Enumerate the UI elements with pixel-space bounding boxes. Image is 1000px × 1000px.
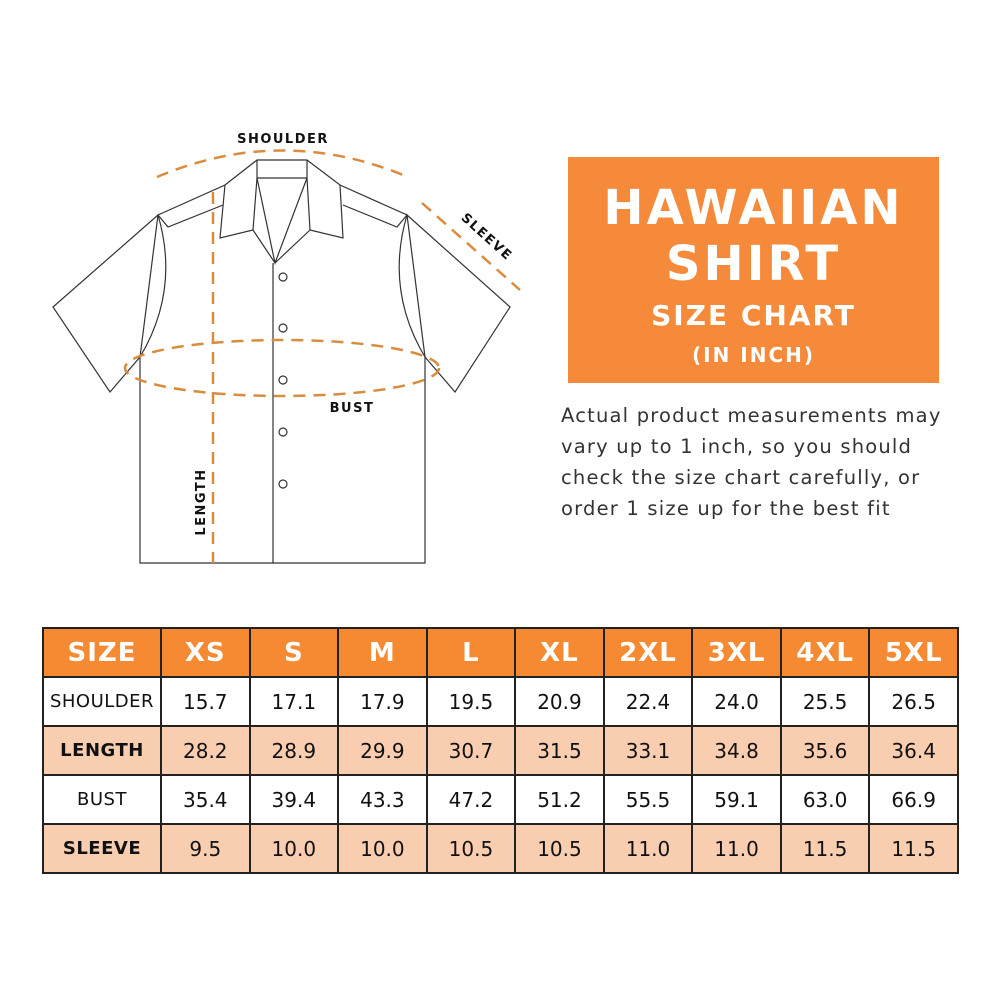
table-cell: 35.6 <box>779 725 871 776</box>
title-banner: HAWAIIAN SHIRT SIZE CHART (IN INCH) <box>568 157 939 383</box>
table-cell: 10.0 <box>248 823 340 874</box>
table-cell: 17.9 <box>337 676 428 727</box>
table-cell: 30.7 <box>425 725 517 776</box>
table-cell: 34.8 <box>691 725 782 776</box>
table-cell: 33.1 <box>602 725 694 776</box>
bust-label: BUST <box>330 401 375 416</box>
table-cell: 11.5 <box>779 823 871 874</box>
length-label: LENGTH <box>194 468 209 535</box>
row-label: SLEEVE <box>42 823 162 874</box>
table-cell: 66.9 <box>868 774 959 825</box>
row-label: LENGTH <box>42 725 162 776</box>
shoulder-label: SHOULDER <box>237 132 329 147</box>
table-cell: 19.5 <box>425 676 517 727</box>
title-unit: (IN INCH) <box>691 343 816 367</box>
table-cell: 55.5 <box>602 774 694 825</box>
table-cell: 9.5 <box>160 823 251 874</box>
table-cell: 29.9 <box>337 725 428 776</box>
button-icon <box>278 479 288 489</box>
size-header-2xl: 2XL <box>602 627 694 678</box>
title-line-3: SIZE CHART <box>651 299 856 332</box>
shirt-outline <box>52 159 511 564</box>
row-label: SHOULDER <box>42 676 162 727</box>
table-cell: 43.3 <box>337 774 428 825</box>
table-cell: 59.1 <box>691 774 782 825</box>
table-cell: 17.1 <box>248 676 340 727</box>
row-label: BUST <box>42 774 162 825</box>
table-cell: 39.4 <box>248 774 340 825</box>
bust-measure-line <box>123 338 441 398</box>
size-header-5xl: 5XL <box>868 627 959 678</box>
button-icon <box>278 272 288 282</box>
table-row: BUST 35.4 39.4 43.3 47.2 51.2 55.5 59.1 63.0 66.9 <box>42 774 959 825</box>
table-cell: 26.5 <box>868 676 959 727</box>
size-header-l: L <box>425 627 517 678</box>
table-cell: 15.7 <box>160 676 251 727</box>
table-cell: 10.5 <box>514 823 605 874</box>
table-cell: 36.4 <box>868 725 959 776</box>
size-header-4xl: 4XL <box>779 627 871 678</box>
table-row: LENGTH 28.2 28.9 29.9 30.7 31.5 33.1 34.8 35.6 36… <box>42 725 959 776</box>
size-header-xs: XS <box>160 627 251 678</box>
size-header-3xl: 3XL <box>691 627 782 678</box>
table-cell: 35.4 <box>160 774 251 825</box>
table-row: SLEEVE 9.5 10.0 10.0 10.5 10.5 11.0 11.0 11.5 11.… <box>42 823 959 874</box>
sleeve-label: SLEEVE <box>458 211 515 265</box>
size-header-s: S <box>248 627 340 678</box>
table-cell: 11.5 <box>868 823 959 874</box>
sleeve-measure-line <box>421 202 521 291</box>
size-header-xl: XL <box>514 627 605 678</box>
table-row: SHOULDER 15.7 17.1 17.9 19.5 20.9 22.4 24.0 25.5… <box>42 676 959 727</box>
table-cell: 11.0 <box>602 823 694 874</box>
table-cell: 10.5 <box>425 823 517 874</box>
table-cell: 28.2 <box>160 725 251 776</box>
table-cell: 20.9 <box>514 676 605 727</box>
table-cell: 25.5 <box>779 676 871 727</box>
size-header-m: M <box>337 627 428 678</box>
shirt-diagram: SHOULDER SLEEVE BUST LENGTH <box>52 132 521 564</box>
button-icon <box>278 323 288 333</box>
shoulder-measure-line <box>156 149 404 179</box>
title-line-2: SHIRT <box>665 236 842 292</box>
size-column-header: SIZE <box>42 627 162 678</box>
table-cell: 24.0 <box>691 676 782 727</box>
measurement-note: Actual product measurements may vary up … <box>561 404 942 520</box>
table-cell: 47.2 <box>425 774 517 825</box>
title-line-1: HAWAIIAN <box>603 180 904 236</box>
table-header-row: SIZE XS S M L XL 2XL 3XL 4XL 5XL <box>42 627 959 678</box>
table-cell: 28.9 <box>248 725 340 776</box>
button-icon <box>278 375 288 385</box>
table-cell: 10.0 <box>337 823 428 874</box>
table-cell: 51.2 <box>514 774 605 825</box>
table-cell: 22.4 <box>602 676 694 727</box>
table-cell: 11.0 <box>691 823 782 874</box>
button-icon <box>278 427 288 437</box>
table-cell: 63.0 <box>779 774 871 825</box>
table-cell: 31.5 <box>514 725 605 776</box>
size-table: SIZE XS S M L XL 2XL 3XL 4XL 5XL SHOULDER 15.7 17.1… <box>42 627 959 874</box>
